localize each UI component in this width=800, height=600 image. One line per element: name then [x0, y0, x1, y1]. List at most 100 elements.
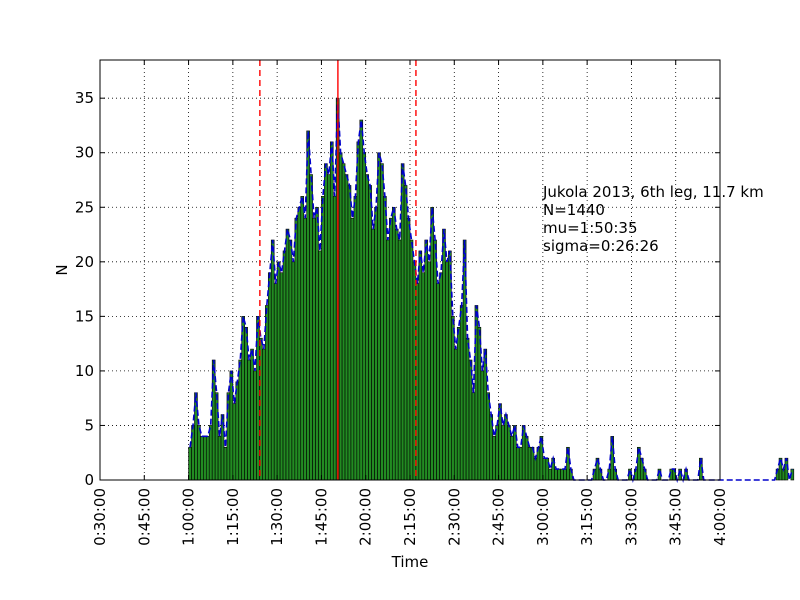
x-tick-label: 2:00:00	[357, 488, 375, 546]
histogram-bar	[515, 446, 520, 481]
histogram-bar	[253, 370, 257, 481]
histogram-bar	[557, 468, 561, 481]
x-tick-label: 1:00:00	[180, 488, 198, 546]
histogram-bar	[282, 250, 287, 481]
histogram-bar	[427, 261, 431, 481]
histogram-bar	[279, 272, 284, 481]
histogram-bar	[471, 392, 476, 481]
y-tick-label: 5	[84, 416, 94, 434]
histogram-bar	[507, 425, 511, 481]
annotation-count: N=1440	[543, 201, 605, 219]
histogram-bar	[513, 425, 517, 481]
histogram-bar	[235, 381, 240, 481]
histogram-bar	[451, 316, 455, 481]
y-tick-label: 20	[75, 253, 94, 271]
histogram-bar	[430, 206, 434, 481]
x-tick-label: 0:30:00	[91, 488, 109, 546]
histogram-bar	[421, 272, 426, 481]
histogram-bar	[459, 305, 464, 481]
histogram-bar	[380, 163, 384, 481]
histogram-bar	[504, 414, 508, 481]
histogram-bar	[433, 239, 437, 481]
histogram-bar	[197, 425, 201, 481]
histogram-bar	[347, 185, 352, 481]
histogram-bar	[273, 283, 278, 481]
histogram-bar	[270, 239, 275, 481]
histogram-bar	[203, 436, 207, 481]
histogram-bar	[424, 239, 429, 481]
histogram-bar	[365, 174, 369, 481]
histogram-bar	[453, 348, 458, 481]
histogram-bar	[371, 228, 375, 481]
histogram-bar	[309, 174, 313, 481]
histogram-bar	[362, 152, 367, 481]
histogram-bar	[548, 468, 553, 481]
histogram-bar	[332, 196, 337, 481]
histogram-bar	[324, 163, 328, 481]
histogram-bar	[554, 468, 558, 481]
histogram-bar	[205, 436, 210, 481]
histogram-bar	[445, 261, 449, 481]
histogram-bar	[247, 359, 251, 481]
histogram-bar	[291, 261, 296, 481]
histogram-bar	[397, 239, 402, 481]
y-tick-label: 0	[84, 471, 94, 489]
histogram-bar	[518, 446, 523, 481]
y-tick-label: 10	[75, 362, 94, 380]
histogram-bar	[208, 425, 213, 481]
histogram-bar	[439, 272, 443, 481]
plot-area: 0:30:00 0:45:00 1:00:00 1:15:00 1:30:00 1:45:…	[75, 59, 795, 546]
histogram-bar	[300, 196, 305, 481]
histogram-bar	[442, 228, 446, 481]
histogram-bar	[338, 152, 343, 481]
histogram-bar	[533, 457, 538, 481]
histogram-bar	[510, 436, 514, 481]
histogram-bar	[223, 446, 228, 481]
histogram-bar	[536, 446, 541, 481]
histogram-bar	[374, 206, 378, 481]
histogram-bar	[456, 326, 461, 481]
histogram-bar	[318, 250, 322, 481]
histogram-bar	[400, 163, 405, 481]
histogram-bar	[391, 206, 396, 481]
histogram-bar	[285, 228, 290, 481]
y-tick-label: 30	[75, 144, 94, 162]
x-tick-label: 3:45:00	[667, 488, 685, 546]
histogram-bar	[406, 217, 411, 481]
histogram-bar	[386, 239, 390, 481]
histogram-bar	[267, 272, 272, 481]
histogram-bar	[465, 337, 470, 481]
histogram-bar	[403, 185, 408, 481]
histogram-bar	[563, 468, 567, 481]
histogram-bar	[259, 337, 263, 481]
histogram-bar	[501, 425, 505, 481]
annotation-title: Jukola 2013, 6th leg, 11.7 km	[542, 183, 764, 201]
x-tick-label: 1:45:00	[312, 488, 330, 546]
histogram-bar	[244, 326, 248, 481]
histogram-bar	[303, 217, 307, 481]
histogram-bar	[315, 206, 319, 481]
histogram-bar	[560, 468, 564, 481]
y-axis-label: N	[53, 264, 71, 275]
x-axis-label: Time	[391, 553, 429, 571]
x-tick-label: 2:45:00	[490, 488, 508, 546]
histogram-bar	[321, 196, 325, 481]
histogram-bar	[468, 359, 473, 481]
histogram-bar	[359, 119, 364, 481]
y-tick-label: 15	[75, 307, 94, 325]
histogram-bar	[276, 261, 281, 481]
x-tick-label: 0:45:00	[135, 488, 153, 546]
x-tick-label: 1:30:00	[268, 488, 286, 546]
histogram-bar	[200, 436, 204, 481]
x-tick-label: 2:30:00	[445, 488, 463, 546]
histogram-bar	[297, 206, 302, 481]
histogram-bar	[527, 446, 532, 481]
histogram-bar	[492, 436, 496, 481]
x-tick-label: 3:15:00	[578, 488, 596, 546]
distribution-outline	[189, 98, 794, 484]
histogram-bar	[368, 185, 372, 481]
histogram-bar	[238, 359, 243, 481]
histogram-bar	[545, 457, 550, 481]
histogram-bar	[394, 228, 399, 481]
histogram-bar	[327, 174, 331, 481]
